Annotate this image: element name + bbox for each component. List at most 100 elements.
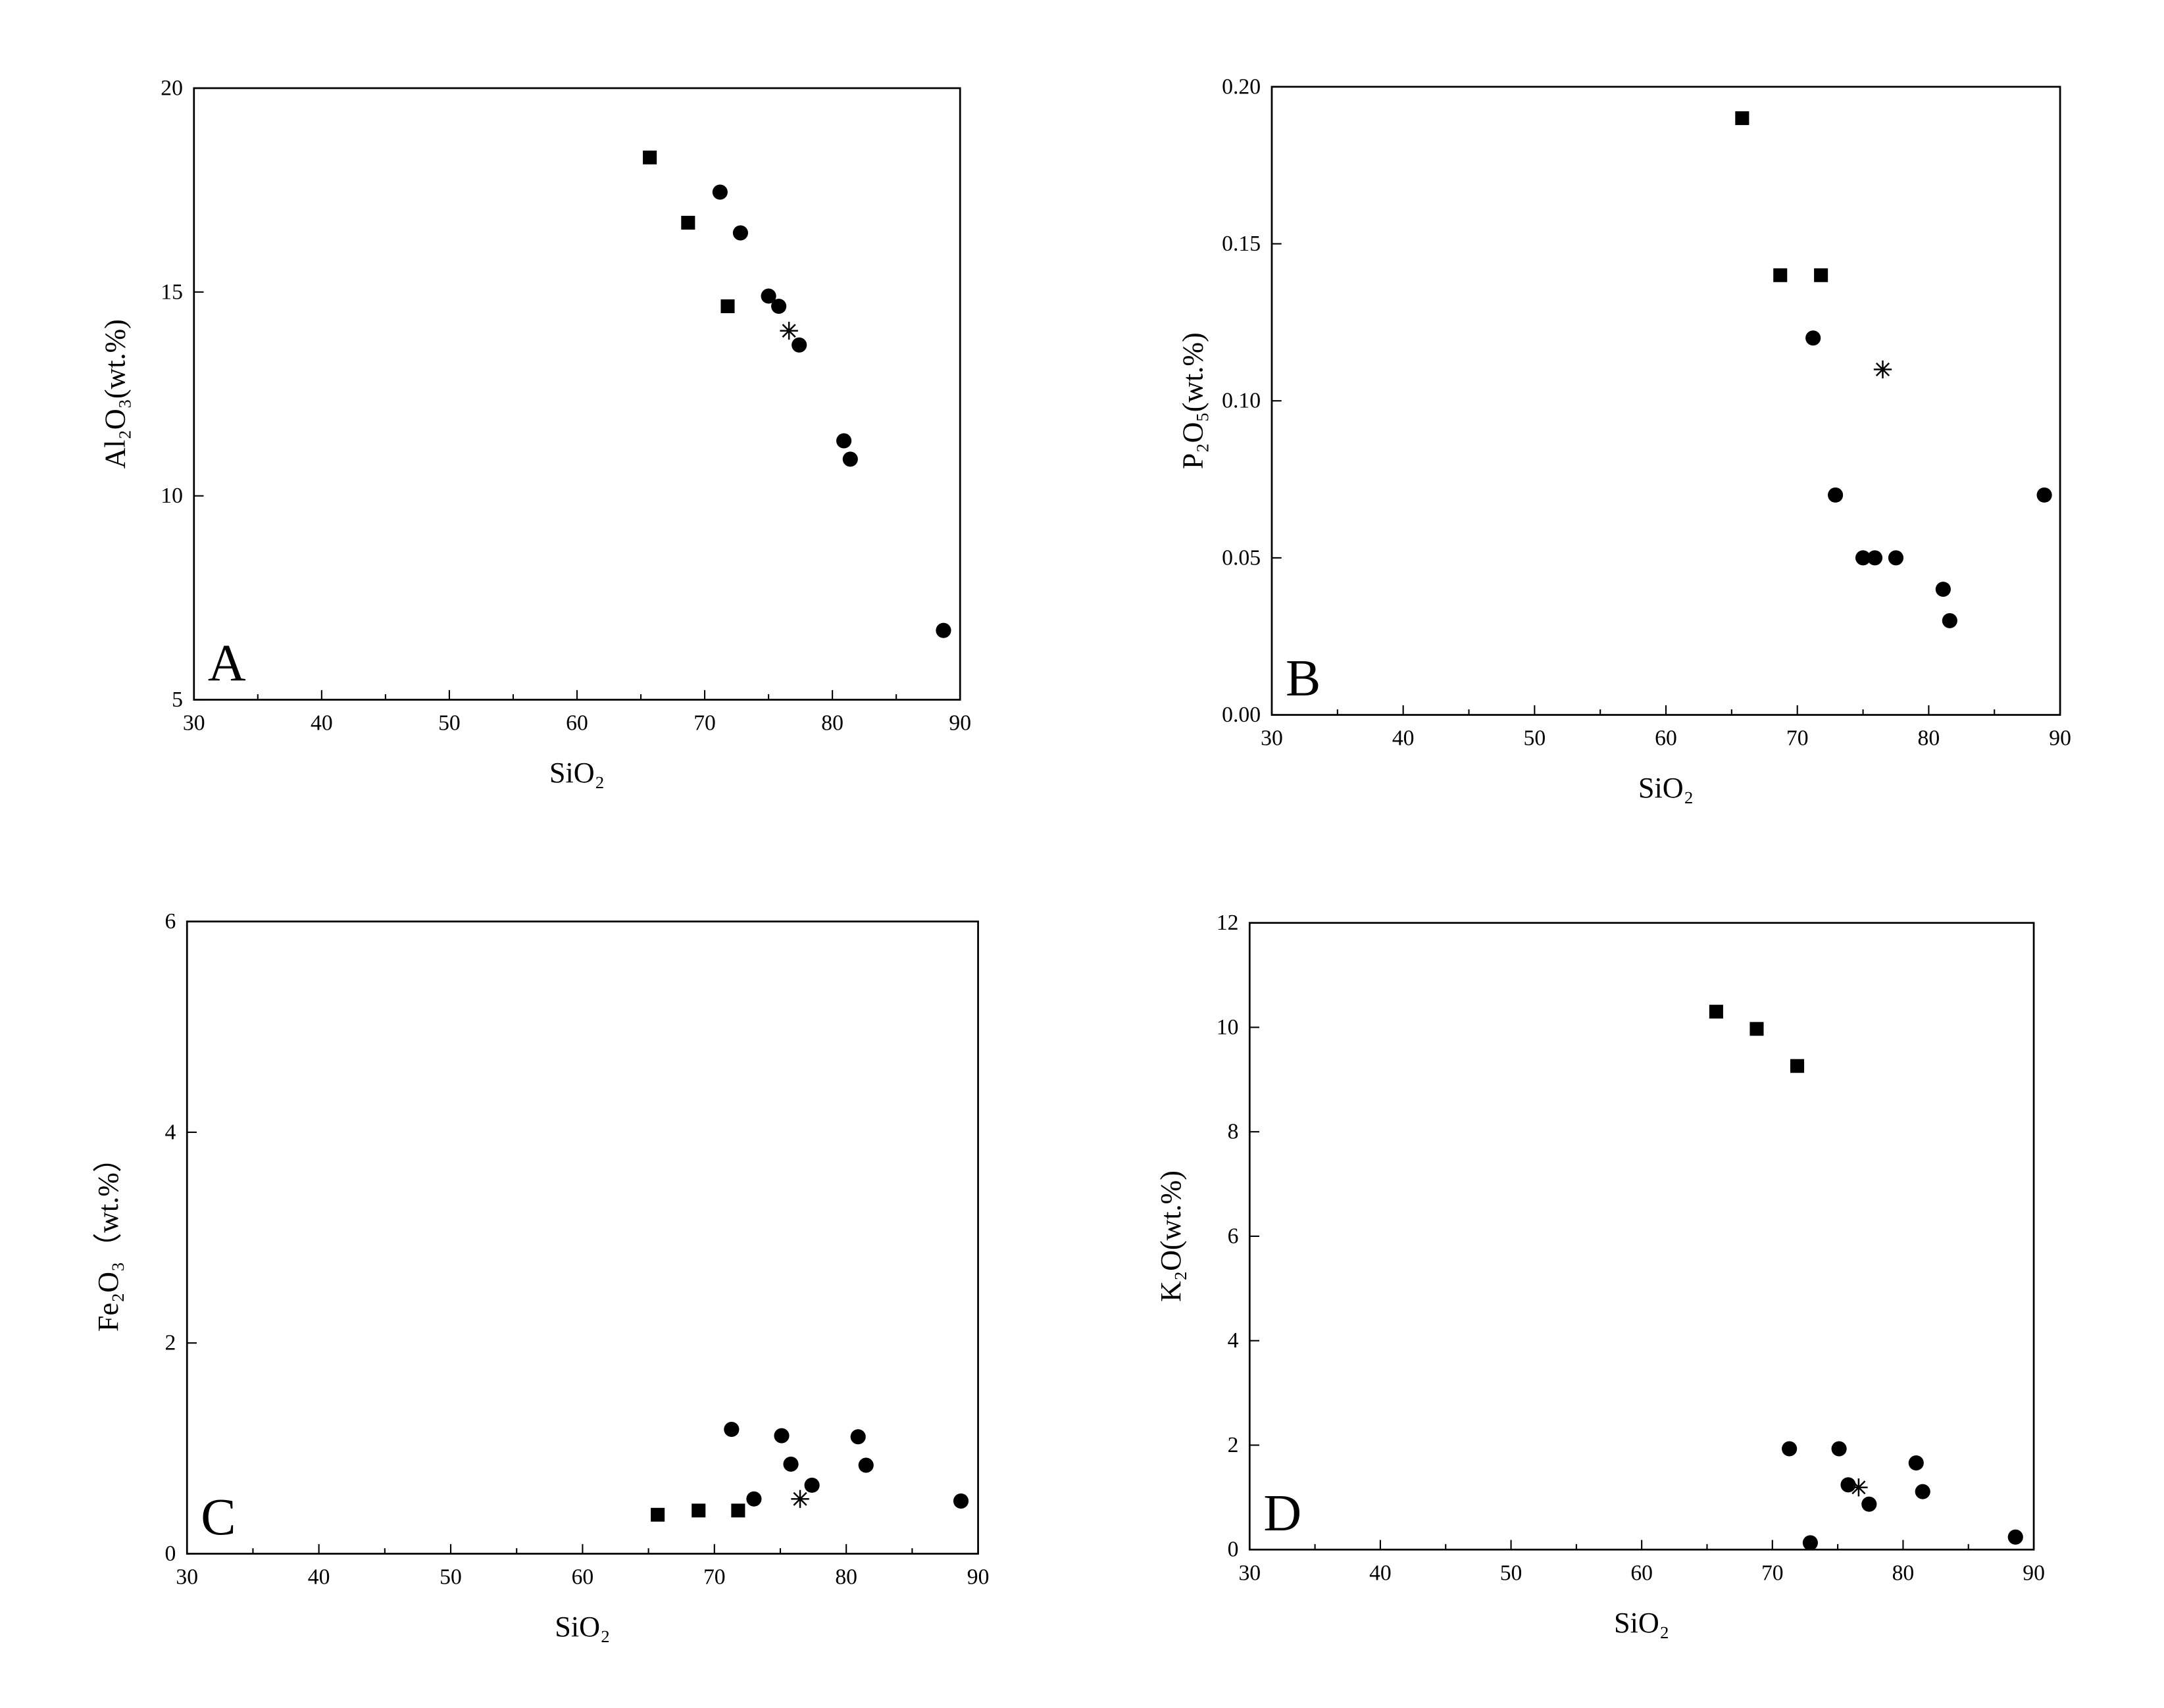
circle-point <box>1888 550 1904 566</box>
square-point <box>681 216 695 230</box>
x-tick-label: 80 <box>1918 726 1940 751</box>
y-axis-label: P₂O₅(wt.%) <box>1177 332 1209 469</box>
square-point <box>720 299 735 313</box>
x-tick-label: 90 <box>967 1565 990 1590</box>
x-tick-label: 30 <box>176 1565 198 1590</box>
y-tick-label: 10 <box>161 484 183 508</box>
asterisk-point <box>1849 1478 1868 1497</box>
y-tick-label: 0.20 <box>1222 74 1261 99</box>
square-point <box>1773 268 1788 282</box>
asterisk-point <box>780 322 798 340</box>
square-point <box>1814 268 1828 282</box>
x-tick-label: 70 <box>1786 726 1809 751</box>
circle-point <box>761 288 776 304</box>
panel: 30 40 50 60 70 80 90 0.00 0.05 0.10 0.15 0.20 SiO₂ P₂… <box>1177 74 2071 804</box>
x-tick-label: 50 <box>1524 726 1546 751</box>
y-tick-label: 4 <box>165 1120 176 1144</box>
y-tick-label: 5 <box>172 688 183 712</box>
y-tick-label: 0 <box>165 1542 176 1566</box>
y-tick-label: 8 <box>1228 1120 1239 1144</box>
panel-letter: D <box>1263 1484 1301 1542</box>
y-tick-label: 20 <box>161 76 183 101</box>
circle-point <box>1802 1535 1818 1551</box>
square-point <box>1749 1022 1764 1036</box>
y-tick-label: 0.15 <box>1222 232 1261 256</box>
circle-point <box>724 1422 740 1438</box>
circle-point <box>936 622 951 638</box>
circle-point <box>783 1456 799 1472</box>
y-tick-label: 6 <box>165 909 176 934</box>
panel-letter: A <box>208 634 246 692</box>
x-tick-label: 80 <box>1892 1561 1915 1585</box>
x-tick-label: 30 <box>183 711 205 736</box>
x-tick-label: 60 <box>572 1565 594 1590</box>
circle-point <box>732 225 748 241</box>
x-tick-label: 50 <box>440 1565 462 1590</box>
circle-point <box>792 337 807 353</box>
circle-point <box>1828 487 1844 503</box>
circle-point <box>1942 613 1957 628</box>
square-point <box>1735 111 1749 126</box>
circle-point <box>1867 550 1883 566</box>
square-point <box>731 1503 745 1518</box>
x-axis-label: SiO₂ <box>555 1611 610 1643</box>
x-tick-label: 50 <box>1500 1561 1522 1585</box>
circle-point <box>2007 1529 2023 1545</box>
panel-letter: B <box>1286 649 1321 707</box>
x-tick-label: 30 <box>1238 1561 1261 1585</box>
circle-point <box>1805 330 1821 346</box>
circle-point <box>953 1493 969 1509</box>
x-axis-label: SiO₂ <box>1638 772 1694 804</box>
panel: 30 40 50 60 70 80 90 0 2 4 6 8 10 12 SiO₂ K₂O(wt.%) D <box>1155 911 2045 1639</box>
square-point <box>1709 1005 1723 1019</box>
square-point <box>643 150 657 164</box>
x-tick-label: 70 <box>693 711 716 736</box>
y-tick-label: 6 <box>1228 1224 1239 1249</box>
asterisk-point <box>1873 360 1892 379</box>
circle-point <box>712 184 728 200</box>
x-axis-label: SiO₂ <box>549 757 605 789</box>
y-tick-label: 10 <box>1217 1015 1239 1040</box>
circle-point <box>2036 487 2052 503</box>
plot-frame <box>1271 86 2061 716</box>
panel: 30 40 50 60 70 80 90 0 2 4 6 SiO₂ Fe₂O₃（wt.%） C <box>92 909 990 1643</box>
y-tick-label: 0.05 <box>1222 545 1261 570</box>
circle-point <box>1831 1441 1847 1457</box>
y-tick-label: 4 <box>1228 1328 1239 1353</box>
x-tick-label: 30 <box>1261 726 1283 751</box>
circle-point <box>774 1428 790 1444</box>
y-tick-label: 0.00 <box>1222 703 1261 727</box>
x-tick-label: 70 <box>1761 1561 1784 1585</box>
circle-point <box>1861 1496 1877 1512</box>
circle-point <box>1908 1455 1924 1470</box>
circle-point <box>1935 582 1951 597</box>
x-tick-label: 40 <box>1392 726 1415 751</box>
circle-point <box>1855 550 1871 566</box>
circle-point <box>1840 1477 1856 1493</box>
circle-point <box>858 1457 874 1473</box>
y-tick-label: 0 <box>1228 1538 1239 1562</box>
x-tick-label: 50 <box>438 711 461 736</box>
y-tick-label: 2 <box>1228 1433 1239 1457</box>
circle-point <box>804 1477 820 1493</box>
y-tick-label: 12 <box>1217 911 1239 935</box>
y-axis-label: Fe₂O₃（wt.%） <box>92 1143 124 1332</box>
x-tick-label: 40 <box>308 1565 330 1590</box>
x-tick-label: 70 <box>703 1565 726 1590</box>
circle-point <box>836 433 852 449</box>
y-axis-label: K₂O(wt.%) <box>1155 1170 1187 1302</box>
x-tick-label: 60 <box>566 711 588 736</box>
y-tick-label: 2 <box>165 1331 176 1355</box>
y-tick-label: 0.10 <box>1222 389 1261 413</box>
circle-point <box>850 1429 866 1445</box>
square-point <box>692 1503 706 1518</box>
asterisk-point <box>791 1490 809 1508</box>
x-tick-label: 80 <box>835 1565 857 1590</box>
x-tick-label: 60 <box>1630 1561 1653 1585</box>
square-point <box>1790 1059 1805 1073</box>
x-tick-label: 90 <box>2023 1561 2045 1585</box>
circle-point <box>842 451 858 467</box>
plot-frame <box>186 920 979 1555</box>
x-tick-label: 80 <box>821 711 843 736</box>
